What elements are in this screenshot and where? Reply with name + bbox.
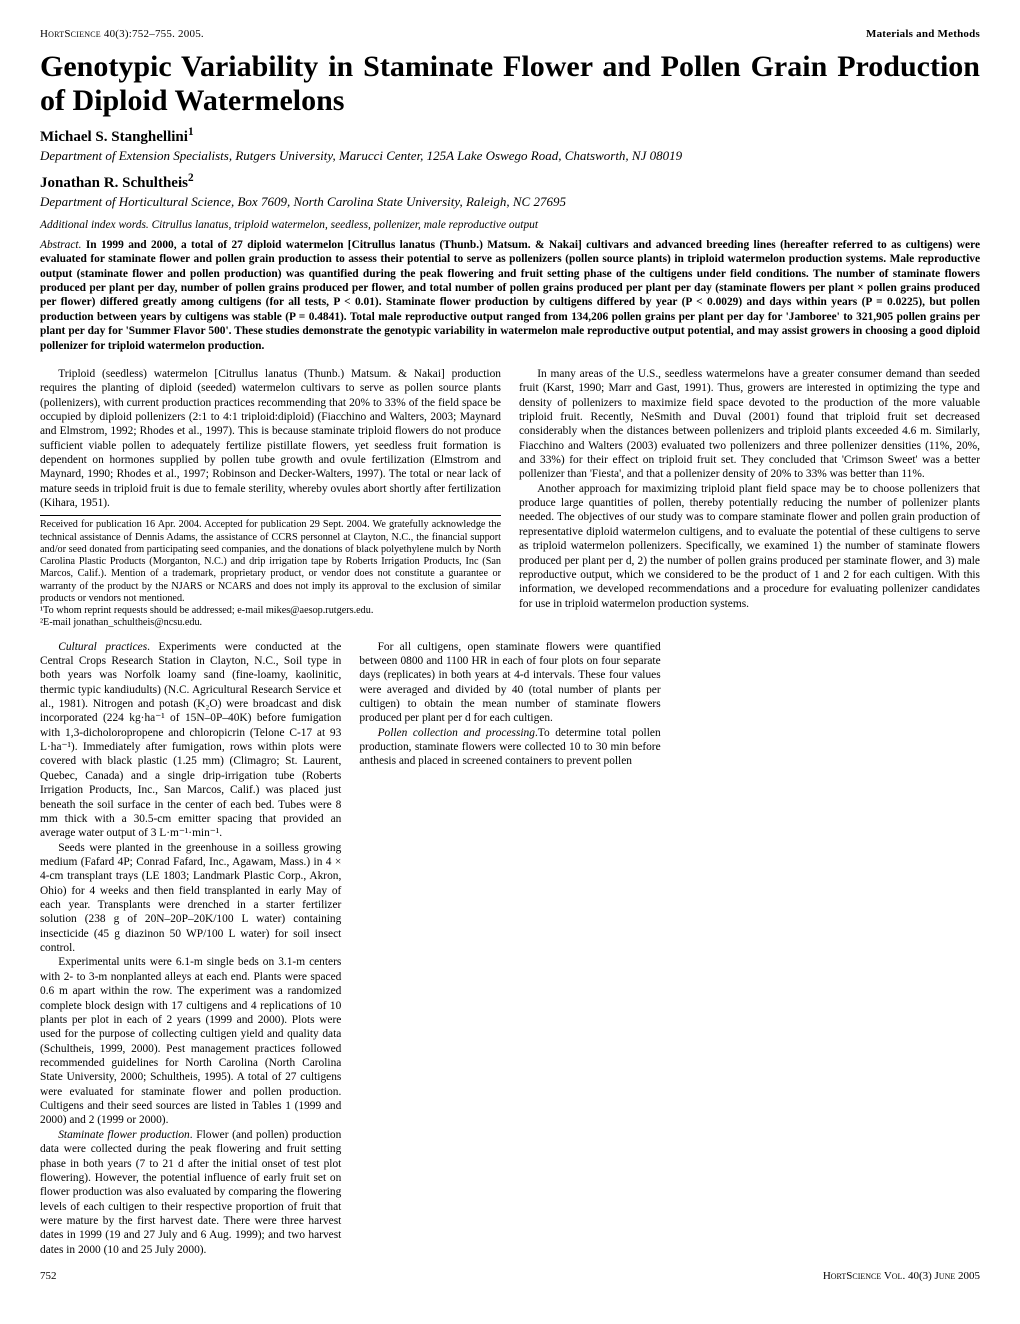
footnote-received: Received for publication 16 Apr. 2004. A… (40, 519, 501, 605)
footnote-corr2: ²E-mail jonathan_schultheis@ncsu.edu. (40, 617, 501, 629)
page-footer: 752 HortScience Vol. 40(3) June 2005 (40, 1270, 980, 1282)
methods-column: Cultural practices. Experiments were con… (40, 640, 661, 1260)
methods-p4: Staminate flower production. Flower (and… (40, 1128, 341, 1257)
methods-p6: Pollen collection and processing.To dete… (359, 726, 660, 769)
front-matter: Genotypic Variability in Staminate Flowe… (40, 50, 980, 353)
author-2-name: Jonathan R. Schultheis (40, 175, 188, 191)
methods-p1: Cultural practices. Experiments were con… (40, 640, 341, 841)
abstract: Abstract. In 1999 and 2000, a total of 2… (40, 238, 980, 353)
lead-staminate: Staminate flower production (58, 1129, 190, 1141)
article-title: Genotypic Variability in Staminate Flowe… (40, 50, 980, 117)
abstract-body: In 1999 and 2000, a total of 27 diploid … (40, 239, 980, 352)
intro-two-column: Triploid (seedless) watermelon [Citrullu… (40, 367, 980, 630)
author-1-sup: 1 (188, 126, 194, 138)
author-1: Michael S. Stanghellini1 (40, 125, 980, 147)
journal-citation: HortScience 40(3):752–755. 2005. (40, 28, 204, 40)
methods-p2: Seeds were planted in the greenhouse in … (40, 841, 341, 956)
affiliation-2: Department of Horticultural Science, Box… (40, 194, 980, 209)
footnotes: Received for publication 16 Apr. 2004. A… (40, 515, 501, 629)
running-header: HortScience 40(3):752–755. 2005. Materia… (40, 28, 980, 40)
author-2-sup: 2 (188, 172, 194, 184)
intro-p3: Another approach for maximizing triploid… (519, 482, 980, 611)
index-words: Additional index words. Citrullus lanatu… (40, 218, 980, 232)
intro-p1: Triploid (seedless) watermelon [Citrullu… (40, 367, 501, 511)
methods-p5: For all cultigens, open staminate flower… (359, 640, 660, 726)
lead-pollen: Pollen collection and processing (378, 727, 535, 739)
footnote-corr1: ¹To whom reprint requests should be addr… (40, 605, 501, 617)
affiliation-1: Department of Extension Specialists, Rut… (40, 148, 980, 163)
section-label: Materials and Methods (866, 28, 980, 40)
footnote-rule (40, 515, 501, 516)
lead-cultural: Cultural practices (58, 641, 147, 653)
methods-p3: Experimental units were 6.1-m single bed… (40, 955, 341, 1127)
abstract-label: Abstract. (40, 239, 81, 251)
intro-p2: In many areas of the U.S., seedless wate… (519, 367, 980, 482)
author-2: Jonathan R. Schultheis2 (40, 171, 980, 193)
author-1-name: Michael S. Stanghellini (40, 129, 188, 145)
body-columns: Genotypic Variability in Staminate Flowe… (40, 50, 980, 1260)
page-number: 752 (40, 1270, 57, 1282)
footer-issue: HortScience Vol. 40(3) June 2005 (823, 1270, 980, 1282)
